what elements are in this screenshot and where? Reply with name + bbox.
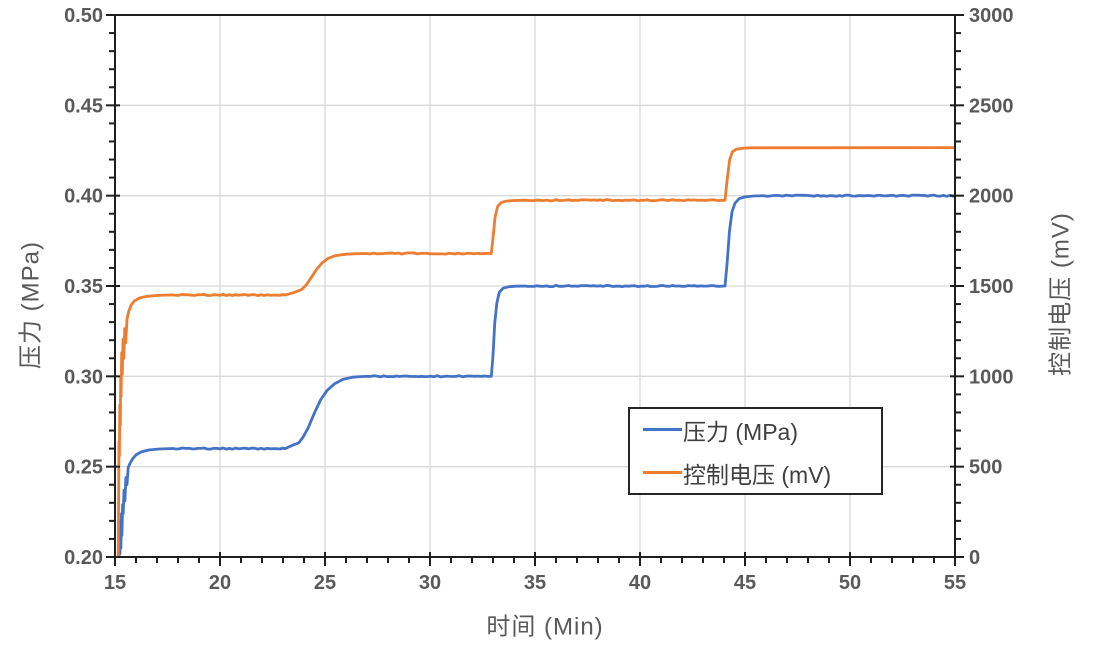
y-right-tick-label: 500	[969, 457, 1002, 479]
y-right-tick-label: 2500	[969, 95, 1014, 117]
x-tick-label: 30	[419, 572, 441, 594]
axes	[106, 14, 964, 566]
legend-item-voltage: 控制电压 (mV)	[643, 456, 881, 490]
x-tick-label: 15	[104, 572, 126, 594]
y-right-tick-label: 1500	[969, 276, 1014, 298]
x-tick-label: 25	[314, 572, 336, 594]
y-right-tick-label: 3000	[969, 5, 1014, 27]
pressure-line-swatch	[643, 428, 682, 431]
x-tick-label: 35	[524, 572, 546, 594]
series-lines	[116, 146, 956, 558]
x-tick-label: 40	[629, 572, 651, 594]
y-left-tick-label: 0.25	[64, 457, 103, 479]
x-tick-label: 55	[944, 572, 966, 594]
series-line-0	[117, 193, 956, 558]
y-right-tick-label: 0	[969, 547, 980, 569]
y-right-tick-label: 2000	[969, 186, 1014, 208]
x-axis-title: 时间 (Min)	[486, 613, 604, 641]
voltage-line-swatch	[643, 471, 682, 474]
x-tick-label: 45	[734, 572, 756, 594]
y-left-tick-label: 0.45	[64, 95, 103, 117]
legend-label-voltage: 控制电压 (mV)	[683, 461, 832, 488]
y-right-axis-title: 控制电压 (mV)	[1047, 212, 1075, 376]
y-left-axis-title: 压力 (MPa)	[17, 241, 45, 369]
y-left-tick-label: 0.30	[64, 366, 103, 388]
x-tick-label: 20	[209, 572, 231, 594]
x-tick-label: 50	[839, 572, 861, 594]
tick-labels: 15 20 25 30 35 40 45 50 55 0.20 0.25 0.30 0.35 0.40 0.…	[64, 5, 1013, 594]
legend: 压力 (MPa) 控制电压 (mV)	[628, 407, 883, 495]
series-line-1	[116, 146, 956, 558]
y-left-tick-label: 0.20	[64, 547, 103, 569]
y-left-tick-label: 0.50	[64, 5, 103, 27]
legend-label-pressure: 压力 (MPa)	[683, 418, 798, 445]
y-left-tick-label: 0.35	[64, 276, 103, 298]
y-left-tick-label: 0.40	[64, 186, 103, 208]
legend-item-pressure: 压力 (MPa)	[643, 413, 881, 447]
y-right-tick-label: 1000	[969, 366, 1014, 388]
